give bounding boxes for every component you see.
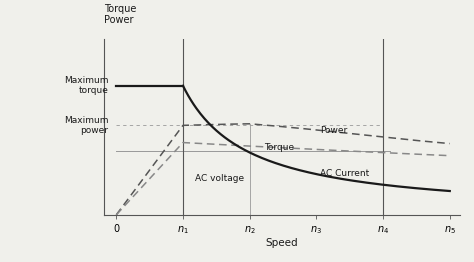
Text: Maximum
torque: Maximum torque <box>64 76 108 95</box>
Text: Power: Power <box>320 126 347 135</box>
Text: AC voltage: AC voltage <box>195 174 244 183</box>
Text: Maximum
power: Maximum power <box>64 116 108 135</box>
Text: Torque: Torque <box>264 143 294 152</box>
Text: AC Current: AC Current <box>320 169 369 178</box>
Text: Torque
Power: Torque Power <box>104 4 137 25</box>
X-axis label: Speed: Speed <box>266 238 298 248</box>
